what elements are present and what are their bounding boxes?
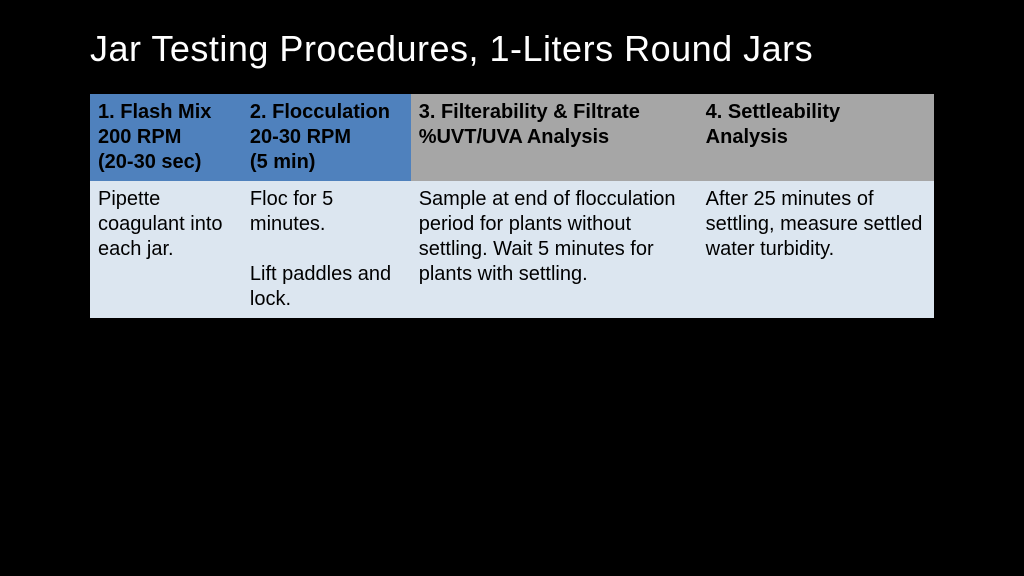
slide: Jar Testing Procedures, 1-Liters Round J…: [0, 0, 1024, 576]
cell-flocculation: Floc for 5 minutes. Lift paddles and loc…: [242, 181, 411, 318]
cell-settleability: After 25 minutes of settling, measure se…: [698, 181, 934, 318]
slide-title: Jar Testing Procedures, 1-Liters Round J…: [90, 28, 934, 70]
header-flocculation: 2. Flocculation 20-30 RPM (5 min): [242, 94, 411, 181]
header-filterability: 3. Filterability & Filtrate %UVT/UVA Ana…: [411, 94, 698, 181]
procedures-table: 1. Flash Mix 200 RPM (20-30 sec) 2. Floc…: [90, 94, 934, 318]
table-row: Pipette coagulant into each jar. Floc fo…: [90, 181, 934, 318]
header-flash-mix: 1. Flash Mix 200 RPM (20-30 sec): [90, 94, 242, 181]
cell-flash-mix: Pipette coagulant into each jar.: [90, 181, 242, 318]
table-header-row: 1. Flash Mix 200 RPM (20-30 sec) 2. Floc…: [90, 94, 934, 181]
cell-filterability: Sample at end of flocculation period for…: [411, 181, 698, 318]
header-settleability: 4. Settleability Analysis: [698, 94, 934, 181]
